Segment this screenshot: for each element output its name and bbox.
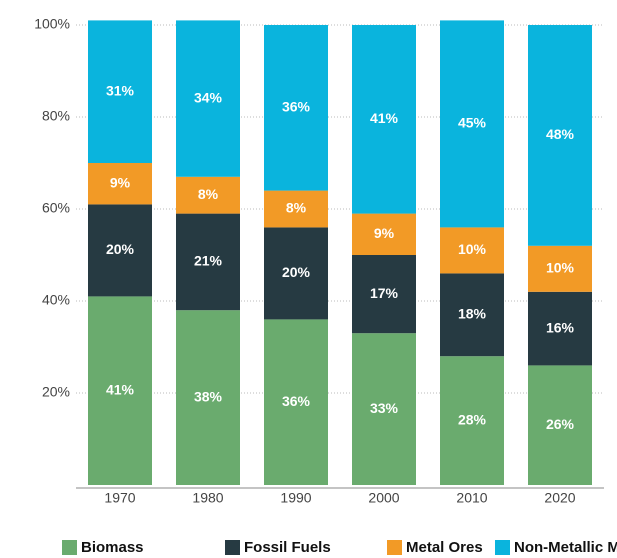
bar-segment [440,356,504,485]
data-label: 34% [194,89,223,105]
data-label: 10% [458,241,487,257]
bar-segment [528,245,592,292]
bar-segment [528,365,592,485]
legend-label: Metal Ores [406,539,483,556]
data-label: 8% [198,186,219,202]
x-tick-label: 2000 [368,490,399,506]
data-label: 9% [374,225,395,241]
y-tick-label: 80% [42,108,70,124]
bar-segment [440,20,504,228]
data-label: 17% [370,285,399,301]
legend-label: Fossil Fuels [244,539,331,556]
bar-segment [88,204,152,297]
data-label: 18% [458,306,487,322]
y-tick-label: 40% [42,292,70,308]
data-label: 31% [106,82,135,98]
bar-segment [176,310,240,485]
legend-label: Biomass [81,539,144,556]
data-label: 36% [282,99,311,115]
bar-segment [264,319,328,485]
bar-segment [176,213,240,311]
bar-segment [528,25,592,246]
legend-swatch [62,540,77,555]
bar-segment [176,176,240,214]
bar-segment [88,163,152,205]
bar-segment [264,25,328,191]
legend-swatch [387,540,402,555]
data-label: 26% [546,416,575,432]
bar-segment [440,227,504,274]
x-tick-label: 1970 [104,490,135,506]
bar-segment [264,190,328,228]
legend-label: Non-Metallic Minerals [514,539,617,556]
data-label: 36% [282,393,311,409]
data-label: 33% [370,400,399,416]
data-label: 45% [458,115,487,131]
legend-swatch [495,540,510,555]
bar-segment [352,25,416,214]
x-tick-label: 2010 [456,490,487,506]
legend-swatch [225,540,240,555]
bar-segment [264,227,328,320]
bar-segment [88,20,152,164]
bar-segment [176,20,240,177]
data-label: 20% [106,241,135,257]
y-tick-label: 20% [42,384,70,400]
bar-segment [352,255,416,334]
data-label: 8% [286,200,307,216]
data-label: 28% [458,411,487,427]
y-tick-label: 60% [42,200,70,216]
data-label: 21% [194,253,223,269]
bar-segment [528,291,592,366]
data-label: 41% [370,110,399,126]
bar-segment [352,213,416,255]
bar-segment [352,333,416,485]
data-label: 38% [194,388,223,404]
data-label: 16% [546,319,575,335]
data-label: 41% [106,381,135,397]
data-label: 9% [110,174,131,190]
data-label: 10% [546,260,575,276]
bar-segment [440,273,504,357]
bar-segment [88,296,152,485]
y-tick-label: 100% [34,16,70,32]
data-label: 20% [282,264,311,280]
x-tick-label: 2020 [544,490,575,506]
data-label: 48% [546,126,575,142]
x-tick-label: 1980 [192,490,223,506]
x-tick-label: 1990 [280,490,311,506]
